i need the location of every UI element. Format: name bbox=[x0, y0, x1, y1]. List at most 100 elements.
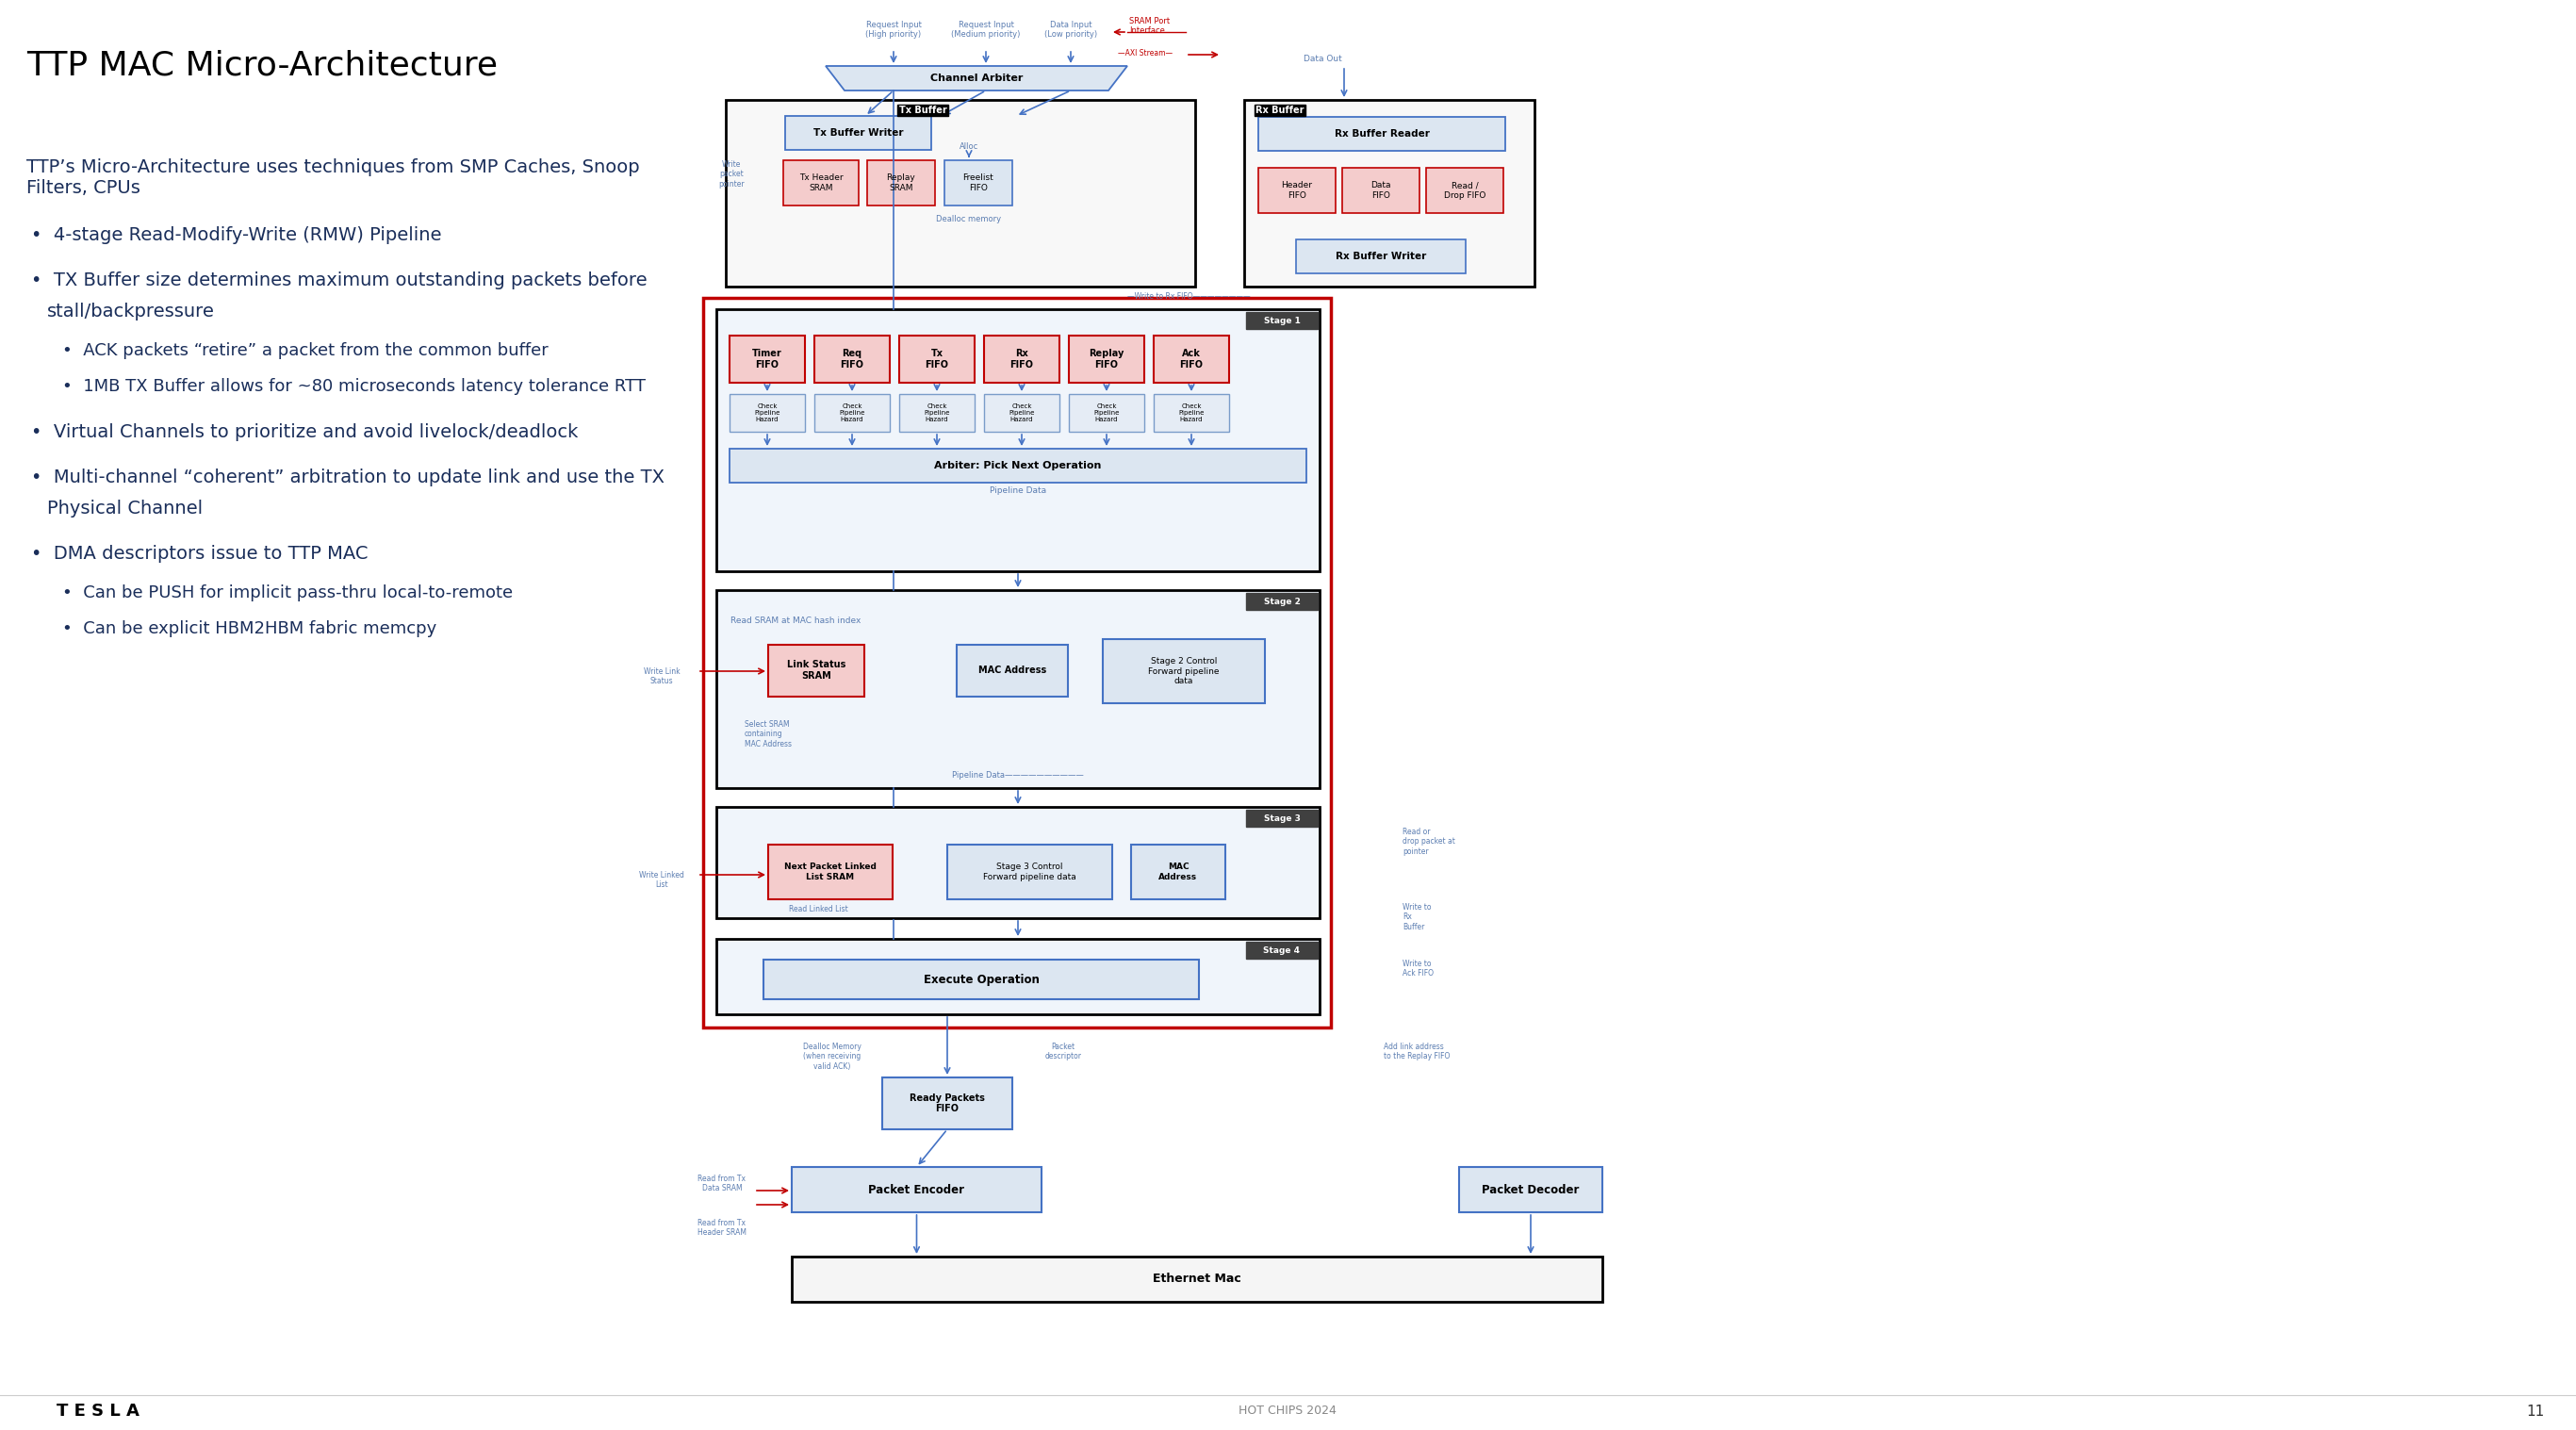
Text: •  Virtual Channels to prioritize and avoid livelock/deadlock: • Virtual Channels to prioritize and avo… bbox=[31, 423, 577, 442]
FancyBboxPatch shape bbox=[1154, 336, 1229, 383]
Text: Pipeline Data: Pipeline Data bbox=[989, 486, 1046, 495]
FancyBboxPatch shape bbox=[716, 940, 1319, 1014]
Text: Check
Pipeline
Hazard: Check Pipeline Hazard bbox=[755, 403, 781, 422]
Text: Replay
FIFO: Replay FIFO bbox=[1090, 349, 1123, 369]
Text: —Write to Rx FIFO————————: —Write to Rx FIFO———————— bbox=[1128, 292, 1249, 300]
FancyBboxPatch shape bbox=[814, 395, 889, 432]
Text: MAC Address: MAC Address bbox=[979, 665, 1046, 675]
FancyBboxPatch shape bbox=[1296, 239, 1466, 273]
FancyBboxPatch shape bbox=[786, 116, 933, 150]
Text: HOT CHIPS 2024: HOT CHIPS 2024 bbox=[1239, 1406, 1337, 1417]
Text: Stage 2: Stage 2 bbox=[1265, 598, 1301, 606]
Text: TTP MAC Micro-Architecture: TTP MAC Micro-Architecture bbox=[26, 49, 497, 82]
Text: •  DMA descriptors issue to TTP MAC: • DMA descriptors issue to TTP MAC bbox=[31, 545, 368, 563]
FancyBboxPatch shape bbox=[1069, 395, 1144, 432]
Text: Pipeline Data——————————: Pipeline Data—————————— bbox=[953, 771, 1084, 779]
Text: stall/backpressure: stall/backpressure bbox=[46, 303, 214, 320]
Text: Ack
FIFO: Ack FIFO bbox=[1180, 349, 1203, 369]
Text: Request Input
(Medium priority): Request Input (Medium priority) bbox=[951, 21, 1020, 39]
Text: Req
FIFO: Req FIFO bbox=[840, 349, 863, 369]
Text: Stage 3: Stage 3 bbox=[1265, 814, 1301, 822]
Text: Write Linked
List: Write Linked List bbox=[639, 871, 685, 889]
Text: Arbiter: Pick Next Operation: Arbiter: Pick Next Operation bbox=[935, 460, 1103, 470]
Text: Read /
Drop FIFO: Read / Drop FIFO bbox=[1443, 182, 1486, 200]
Text: Ready Packets
FIFO: Ready Packets FIFO bbox=[909, 1093, 984, 1114]
Text: 11: 11 bbox=[2527, 1404, 2545, 1419]
Text: Alloc: Alloc bbox=[958, 143, 979, 150]
FancyBboxPatch shape bbox=[1247, 312, 1319, 329]
FancyBboxPatch shape bbox=[716, 807, 1319, 918]
Text: •  Multi-channel “coherent” arbitration to update link and use the TX: • Multi-channel “coherent” arbitration t… bbox=[31, 469, 665, 486]
Text: Check
Pipeline
Hazard: Check Pipeline Hazard bbox=[840, 403, 866, 422]
Text: Rx
FIFO: Rx FIFO bbox=[1010, 349, 1033, 369]
FancyBboxPatch shape bbox=[1131, 845, 1226, 899]
Text: Packet
descriptor: Packet descriptor bbox=[1046, 1042, 1082, 1061]
Text: Write to
Ack FIFO: Write to Ack FIFO bbox=[1401, 960, 1435, 978]
Text: Select SRAM
containing
MAC Address: Select SRAM containing MAC Address bbox=[744, 721, 791, 748]
FancyBboxPatch shape bbox=[881, 1077, 1012, 1130]
Text: Execute Operation: Execute Operation bbox=[922, 974, 1038, 985]
FancyBboxPatch shape bbox=[868, 160, 935, 206]
Text: Rx Buffer Reader: Rx Buffer Reader bbox=[1334, 129, 1430, 139]
Text: Data
FIFO: Data FIFO bbox=[1370, 182, 1391, 200]
FancyBboxPatch shape bbox=[1069, 336, 1144, 383]
Text: Write
packet
pointer: Write packet pointer bbox=[719, 160, 744, 189]
Text: Tx Buffer Writer: Tx Buffer Writer bbox=[814, 129, 904, 137]
Text: Read Linked List: Read Linked List bbox=[788, 905, 848, 914]
FancyBboxPatch shape bbox=[768, 845, 894, 899]
FancyBboxPatch shape bbox=[791, 1257, 1602, 1301]
FancyBboxPatch shape bbox=[899, 395, 974, 432]
FancyBboxPatch shape bbox=[1458, 1167, 1602, 1213]
Text: Read or
drop packet at
pointer: Read or drop packet at pointer bbox=[1401, 828, 1455, 855]
FancyBboxPatch shape bbox=[956, 645, 1069, 696]
FancyBboxPatch shape bbox=[1247, 593, 1319, 609]
Text: Check
Pipeline
Hazard: Check Pipeline Hazard bbox=[925, 403, 951, 422]
Text: •  4-stage Read-Modify-Write (RMW) Pipeline: • 4-stage Read-Modify-Write (RMW) Pipeli… bbox=[31, 226, 440, 245]
Text: Add link address
to the Replay FIFO: Add link address to the Replay FIFO bbox=[1383, 1042, 1450, 1061]
Text: Ethernet Mac: Ethernet Mac bbox=[1154, 1273, 1242, 1286]
Text: MAC
Address: MAC Address bbox=[1159, 862, 1198, 881]
Text: Freelist
FIFO: Freelist FIFO bbox=[963, 173, 994, 192]
FancyBboxPatch shape bbox=[1154, 395, 1229, 432]
FancyBboxPatch shape bbox=[899, 336, 974, 383]
Text: •  ACK packets “retire” a packet from the common buffer: • ACK packets “retire” a packet from the… bbox=[62, 342, 549, 359]
FancyBboxPatch shape bbox=[726, 100, 1195, 286]
Text: Rx Buffer Writer: Rx Buffer Writer bbox=[1334, 252, 1427, 262]
FancyBboxPatch shape bbox=[1257, 117, 1504, 150]
FancyBboxPatch shape bbox=[768, 645, 866, 696]
Text: Dealloc Memory
(when receiving
valid ACK): Dealloc Memory (when receiving valid ACK… bbox=[804, 1042, 860, 1071]
FancyBboxPatch shape bbox=[984, 336, 1059, 383]
Text: Channel Arbiter: Channel Arbiter bbox=[930, 73, 1023, 83]
FancyBboxPatch shape bbox=[814, 336, 889, 383]
FancyBboxPatch shape bbox=[791, 1167, 1041, 1213]
FancyBboxPatch shape bbox=[1257, 167, 1334, 213]
FancyBboxPatch shape bbox=[1247, 942, 1319, 958]
FancyBboxPatch shape bbox=[1103, 639, 1265, 704]
Text: Write Link
Status: Write Link Status bbox=[644, 668, 680, 685]
FancyBboxPatch shape bbox=[1427, 167, 1504, 213]
FancyBboxPatch shape bbox=[729, 336, 804, 383]
FancyBboxPatch shape bbox=[716, 591, 1319, 788]
FancyBboxPatch shape bbox=[783, 160, 858, 206]
Text: Check
Pipeline
Hazard: Check Pipeline Hazard bbox=[1010, 403, 1036, 422]
FancyBboxPatch shape bbox=[984, 395, 1059, 432]
Text: Physical Channel: Physical Channel bbox=[46, 499, 204, 518]
FancyBboxPatch shape bbox=[729, 449, 1306, 483]
Text: Stage 4: Stage 4 bbox=[1262, 947, 1301, 954]
Polygon shape bbox=[827, 66, 1128, 90]
Text: Timer
FIFO: Timer FIFO bbox=[752, 349, 783, 369]
Text: Read from Tx
Header SRAM: Read from Tx Header SRAM bbox=[698, 1218, 747, 1237]
Text: Replay
SRAM: Replay SRAM bbox=[886, 173, 914, 192]
Text: Read SRAM at MAC hash index: Read SRAM at MAC hash index bbox=[732, 616, 860, 625]
Text: Header
FIFO: Header FIFO bbox=[1280, 182, 1314, 200]
Text: Dealloc memory: Dealloc memory bbox=[935, 214, 1002, 223]
Text: —AXI Stream—: —AXI Stream— bbox=[1118, 49, 1172, 57]
Text: Write to
Rx
Buffer: Write to Rx Buffer bbox=[1401, 904, 1432, 931]
Text: Tx Buffer: Tx Buffer bbox=[899, 106, 948, 114]
Text: •  TX Buffer size determines maximum outstanding packets before: • TX Buffer size determines maximum outs… bbox=[31, 272, 647, 289]
Text: Rx Buffer: Rx Buffer bbox=[1255, 106, 1303, 114]
FancyBboxPatch shape bbox=[762, 960, 1198, 1000]
Text: Stage 3 Control
Forward pipeline data: Stage 3 Control Forward pipeline data bbox=[981, 862, 1077, 881]
Text: Request Input
(High priority): Request Input (High priority) bbox=[866, 21, 922, 39]
Text: Packet Decoder: Packet Decoder bbox=[1481, 1184, 1579, 1195]
